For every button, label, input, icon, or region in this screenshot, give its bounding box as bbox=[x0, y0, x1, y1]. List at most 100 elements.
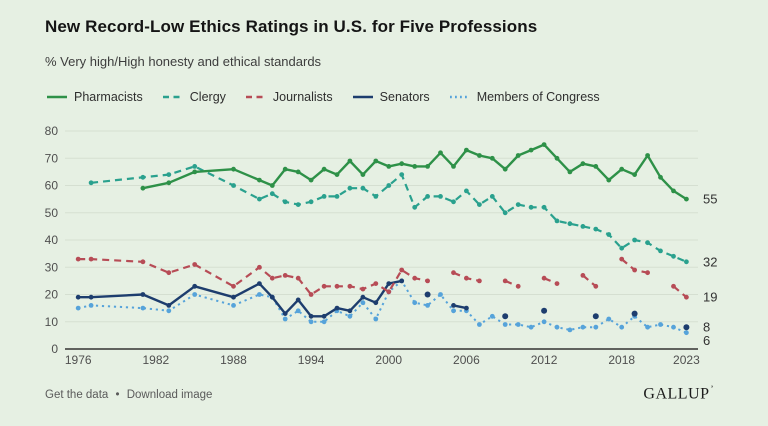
legend-item-journalists[interactable]: Journalists bbox=[244, 90, 333, 104]
series-members-of-congress-point bbox=[619, 324, 625, 330]
series-senators-point bbox=[683, 324, 690, 331]
line-chart: 0 10 20 30 40 50 60 70 80 1976 1982 1988 1994 2000 200… bbox=[45, 124, 718, 367]
legend-item-senators[interactable]: Senators bbox=[351, 90, 430, 104]
series-senators-point bbox=[334, 305, 340, 311]
series-clergy-line bbox=[90, 165, 687, 263]
series-clergy-point bbox=[360, 185, 366, 191]
series-members-of-congress-point bbox=[231, 303, 236, 308]
series-members-of-congress-point bbox=[166, 308, 172, 314]
series-journalists bbox=[75, 256, 689, 300]
x-axis-tick-label: 1988 bbox=[220, 353, 247, 367]
chart-title: New Record-Low Ethics Ratings in U.S. fo… bbox=[45, 17, 538, 36]
series-clergy-point bbox=[386, 183, 392, 188]
series-members-of-congress-point bbox=[257, 292, 262, 297]
gallup-logo: GALLUPʼ bbox=[643, 384, 714, 403]
series-pharmacists-point bbox=[321, 166, 327, 172]
chart-subtitle: % Very high/High honesty and ethical sta… bbox=[45, 54, 322, 69]
series-clergy-point bbox=[606, 232, 612, 237]
series-members-of-congress-point bbox=[477, 322, 482, 327]
x-axis-tick-label: 2006 bbox=[453, 353, 480, 367]
series-senators-point bbox=[269, 294, 275, 300]
series-members-of-congress-point bbox=[671, 324, 676, 330]
y-axis-tick-label: 30 bbox=[45, 260, 59, 274]
series-clergy bbox=[88, 164, 689, 265]
journalists-legend-marker-icon bbox=[245, 95, 266, 99]
get-the-data-link[interactable]: Get the data bbox=[45, 389, 109, 402]
y-axis-tick-label: 80 bbox=[45, 124, 59, 138]
series-clergy-point bbox=[684, 259, 689, 265]
series-members-of-congress-point bbox=[567, 327, 573, 333]
series-journalists-point bbox=[192, 262, 198, 267]
download-image-link[interactable]: Download image bbox=[126, 389, 213, 402]
series-members-of-congress-point bbox=[282, 316, 288, 322]
series-senators-point bbox=[321, 313, 327, 319]
series-clergy-point bbox=[580, 224, 586, 229]
series-pharmacists-point bbox=[671, 188, 676, 194]
y-axis-tick-label: 50 bbox=[45, 206, 59, 220]
series-clergy-point bbox=[515, 202, 521, 207]
series-senators-point bbox=[502, 313, 509, 320]
series-members-of-congress-point bbox=[606, 316, 612, 322]
series-members-of-congress-point bbox=[88, 303, 94, 308]
y-axis-tick-label: 40 bbox=[45, 233, 59, 247]
series-journalists-point bbox=[308, 292, 314, 297]
series-journalists-point bbox=[347, 283, 353, 289]
legend-item-members-of-congress[interactable]: Members of Congress bbox=[448, 90, 600, 104]
series-pharmacists-point bbox=[334, 172, 340, 177]
legend-item-clergy[interactable]: Clergy bbox=[161, 90, 226, 104]
series-journalists-point bbox=[645, 270, 650, 276]
series-journalists-point bbox=[554, 281, 560, 286]
series-pharmacists-point bbox=[684, 196, 689, 202]
series-clergy-point bbox=[554, 218, 560, 224]
series-members-of-congress-point bbox=[295, 308, 301, 314]
footer: Get the data • Download image GALLUPʼ bbox=[45, 384, 714, 403]
series-journalists-point bbox=[580, 273, 586, 278]
footer-separator: • bbox=[115, 389, 120, 402]
series-pharmacists-point bbox=[386, 164, 392, 169]
series-journalists-point bbox=[541, 275, 547, 281]
series-senators-point bbox=[631, 310, 638, 317]
series-pharmacists-point bbox=[593, 164, 599, 169]
series-end-value-label: 6 bbox=[703, 333, 710, 348]
series-members-of-congress-point bbox=[308, 319, 314, 325]
x-axis-tick-label: 1982 bbox=[142, 353, 169, 367]
series-clergy-point bbox=[321, 194, 327, 199]
series-end-value-label: 8 bbox=[703, 320, 710, 335]
series-journalists-point bbox=[295, 275, 301, 281]
y-axis-tick-label: 60 bbox=[45, 179, 59, 193]
series-pharmacists-point bbox=[451, 164, 456, 169]
series-pharmacists-point bbox=[477, 153, 482, 158]
series-clergy-point bbox=[645, 240, 650, 246]
series-end-value-label: 19 bbox=[703, 290, 717, 305]
series-journalists-point bbox=[412, 275, 418, 281]
series-members-of-congress-point bbox=[425, 303, 430, 308]
series-journalists-point bbox=[451, 270, 456, 276]
series-members-of-congress-point bbox=[489, 313, 495, 319]
x-axis-tick-label: 1976 bbox=[65, 353, 92, 367]
series-pharmacists-point bbox=[658, 174, 663, 180]
gridlines: 0 10 20 30 40 50 60 70 80 bbox=[45, 124, 698, 356]
members-of-congress-legend-marker-icon bbox=[449, 95, 470, 99]
series-members-of-congress-point bbox=[658, 322, 663, 327]
series-clergy-point bbox=[269, 191, 275, 197]
series-senators bbox=[75, 278, 690, 331]
series-journalists-point bbox=[632, 267, 637, 273]
series-journalists-point bbox=[334, 283, 340, 289]
series-pharmacists-point bbox=[489, 155, 495, 161]
series-journalists-point bbox=[464, 275, 469, 281]
series-senators-point bbox=[399, 278, 405, 284]
series-pharmacists-point bbox=[554, 155, 560, 161]
series-clergy-point bbox=[438, 194, 443, 199]
series-senators-point bbox=[451, 303, 456, 308]
series-end-value-label: 55 bbox=[703, 192, 717, 207]
series-pharmacists-point bbox=[464, 147, 469, 153]
legend-item-pharmacists[interactable]: Pharmacists bbox=[45, 90, 143, 104]
y-axis-tick-label: 10 bbox=[45, 315, 59, 329]
series-members-of-congress-point bbox=[515, 322, 521, 327]
series-clergy-point bbox=[257, 196, 262, 202]
series-clergy-point bbox=[502, 210, 508, 216]
series-pharmacists-point bbox=[373, 158, 379, 164]
series-journalists-line bbox=[582, 274, 597, 288]
series-senators-point bbox=[257, 281, 262, 286]
y-axis-tick-label: 70 bbox=[45, 151, 59, 165]
